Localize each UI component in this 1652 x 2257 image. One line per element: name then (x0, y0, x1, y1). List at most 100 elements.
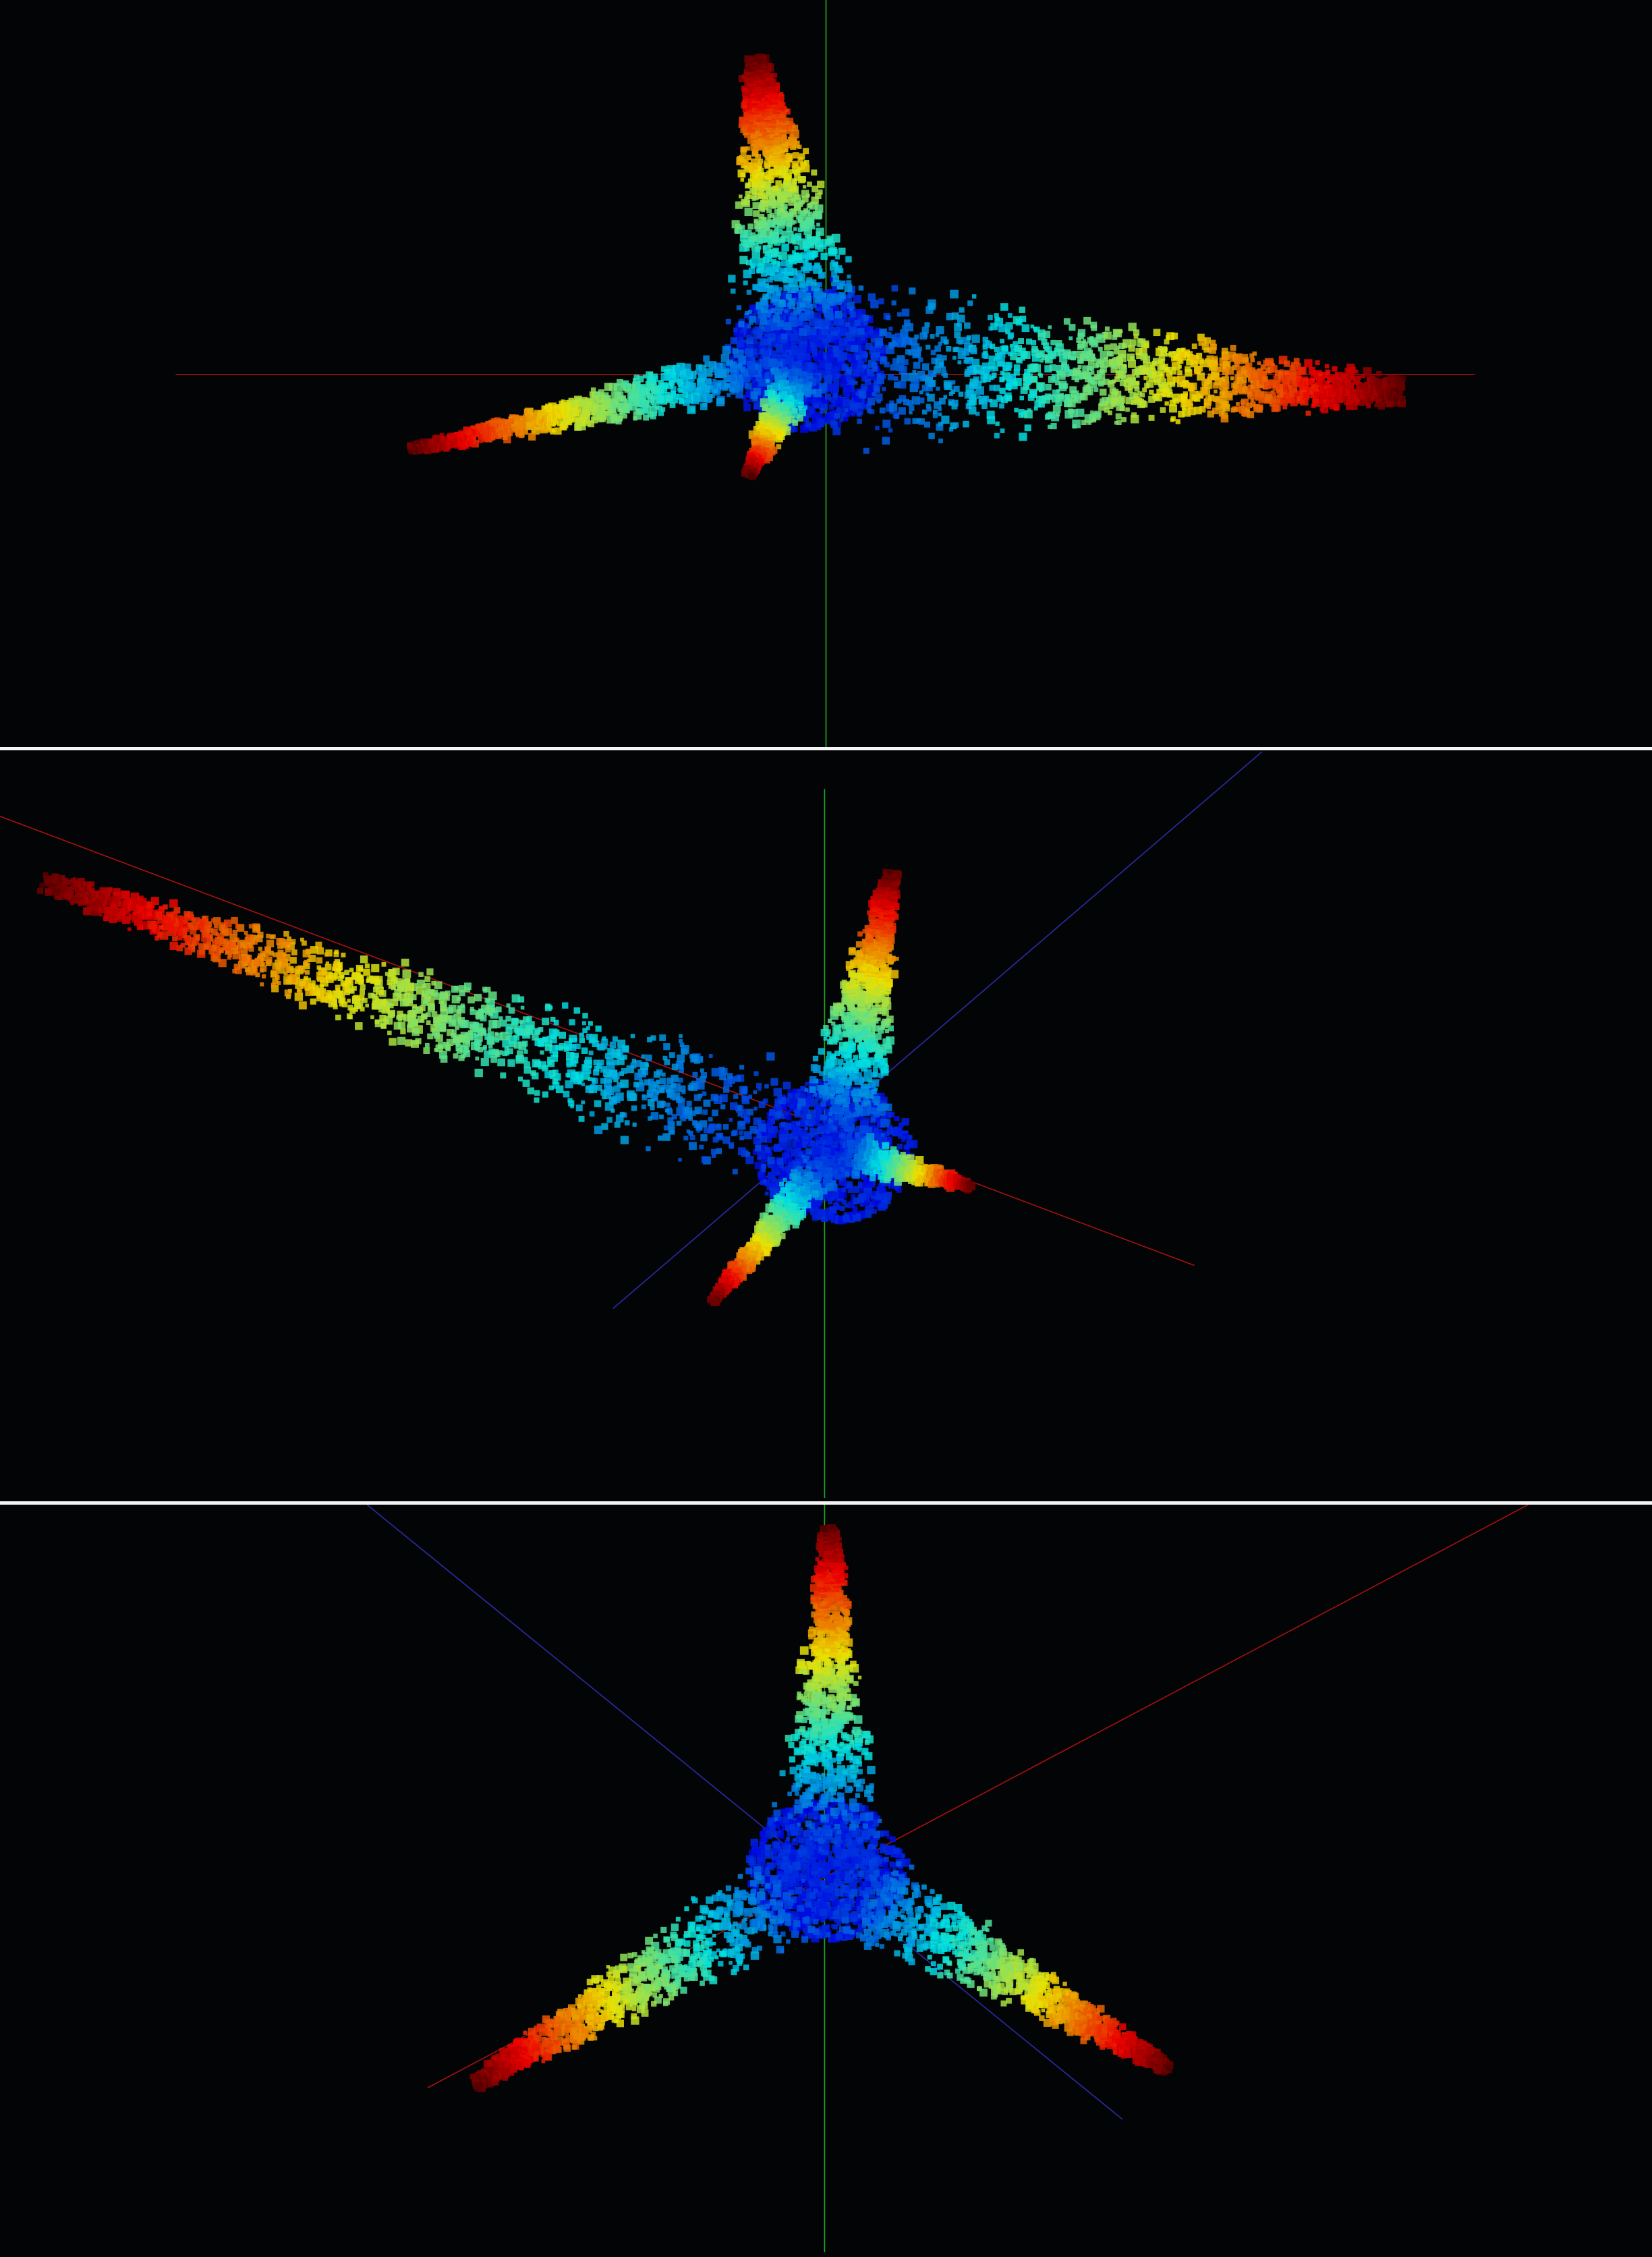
point (1334, 372, 1343, 380)
point (696, 378, 705, 387)
point (807, 326, 817, 335)
point (712, 379, 716, 383)
point (740, 368, 749, 377)
point (833, 331, 838, 336)
point (1364, 393, 1369, 398)
point (799, 153, 805, 160)
point (1077, 364, 1082, 369)
point (1178, 410, 1185, 418)
point (751, 250, 761, 259)
point (1018, 412, 1024, 418)
point (1268, 360, 1274, 367)
point (779, 206, 785, 212)
point (875, 368, 880, 373)
point (817, 339, 825, 347)
point (484, 424, 488, 429)
point (573, 418, 577, 423)
point (743, 403, 751, 412)
point (797, 274, 802, 280)
point (975, 412, 980, 416)
point (643, 414, 650, 421)
point (982, 337, 988, 343)
point (811, 389, 816, 395)
point (839, 352, 848, 360)
point (1197, 393, 1203, 399)
point (912, 370, 917, 374)
point (966, 335, 971, 341)
point (760, 338, 768, 346)
point (831, 365, 840, 374)
point (774, 376, 781, 383)
point (812, 213, 818, 218)
point (660, 372, 669, 381)
point (1212, 382, 1219, 389)
point (1033, 364, 1041, 372)
point (685, 395, 691, 402)
point (1013, 369, 1020, 376)
point (1050, 423, 1057, 430)
point (1076, 337, 1082, 343)
point (934, 401, 942, 409)
point (935, 333, 940, 337)
point (534, 424, 538, 429)
point (854, 314, 859, 320)
point (914, 377, 919, 382)
point (859, 350, 867, 359)
point (958, 340, 963, 345)
point (845, 344, 850, 349)
point (948, 427, 954, 432)
point (789, 121, 794, 126)
point (1218, 406, 1226, 413)
point (740, 240, 747, 246)
point (1019, 306, 1025, 313)
point (778, 171, 786, 179)
point (936, 354, 942, 360)
point (1137, 391, 1142, 396)
point (1116, 345, 1120, 350)
point (1257, 361, 1261, 365)
point (1082, 339, 1086, 343)
point (1196, 352, 1203, 359)
point (754, 317, 762, 325)
point (1033, 406, 1038, 411)
point (762, 395, 767, 399)
point (1041, 338, 1048, 345)
point (745, 146, 750, 151)
point (1250, 398, 1255, 402)
point (1018, 338, 1025, 345)
point (750, 258, 759, 267)
point (850, 345, 859, 353)
point (1169, 404, 1178, 413)
point (808, 317, 818, 326)
point (782, 165, 789, 172)
point (1147, 362, 1153, 368)
point (614, 383, 622, 392)
point (760, 432, 765, 437)
point (795, 270, 802, 277)
point (998, 324, 1007, 333)
point (730, 337, 738, 345)
point (1135, 347, 1143, 356)
point (1098, 377, 1105, 385)
point (1260, 364, 1266, 370)
point (1146, 380, 1154, 388)
point (1048, 350, 1056, 359)
point (752, 202, 760, 209)
point (794, 174, 801, 181)
point (749, 187, 756, 194)
point (797, 238, 805, 246)
point (789, 409, 793, 414)
point (787, 136, 797, 145)
point (832, 285, 837, 291)
point (627, 383, 635, 392)
point (1193, 354, 1199, 361)
point (785, 121, 793, 129)
point (817, 306, 822, 312)
point (832, 427, 841, 436)
point (977, 395, 981, 399)
point (1290, 399, 1298, 407)
point (1082, 365, 1089, 372)
point (785, 219, 793, 227)
point (1029, 390, 1037, 399)
point (793, 285, 799, 291)
